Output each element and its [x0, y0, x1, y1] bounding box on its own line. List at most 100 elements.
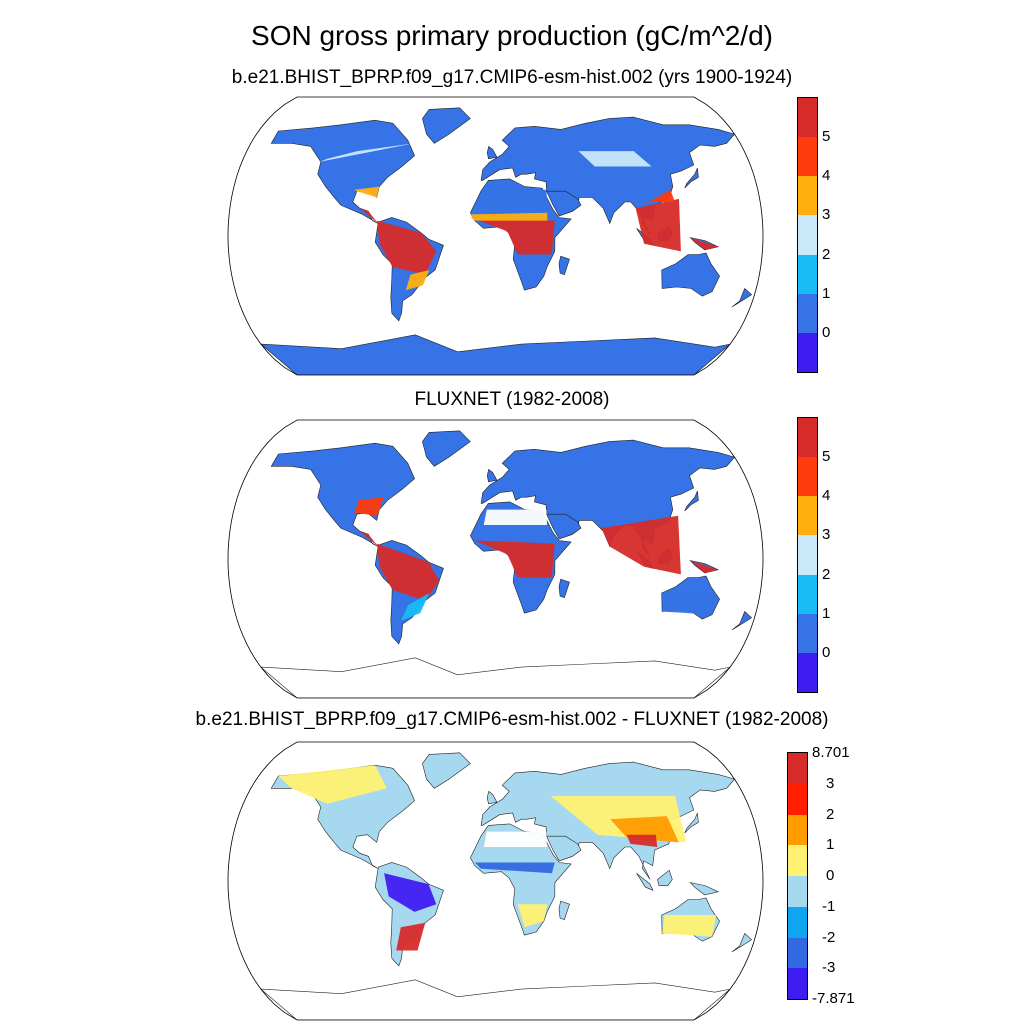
- colorbar-swatch: [798, 574, 817, 614]
- britain-landmass: [486, 145, 498, 160]
- colorbar-label: -2: [822, 928, 836, 946]
- colorbar-label: -3: [822, 959, 836, 977]
- value-region: [483, 509, 547, 525]
- panel-1-title: b.e21.BHIST_BPRP.f09_g17.CMIP6-esm-hist.…: [231, 67, 793, 88]
- colorbar-label: 5: [822, 448, 831, 466]
- colorbar-label: 8.701: [812, 744, 850, 761]
- colorbar-swatch: [798, 535, 817, 575]
- japan-landmass: [684, 167, 699, 189]
- colorbar-label: 0: [826, 867, 835, 884]
- value-region: [384, 873, 437, 912]
- madagascar-landmass: [558, 900, 570, 920]
- madagascar-landmass: [558, 255, 570, 275]
- colorbar-label: 2: [822, 565, 831, 583]
- arabia-landmass: [546, 835, 582, 862]
- colorbar-label: 0: [822, 323, 831, 341]
- japan-landmass: [684, 812, 699, 834]
- value-region: [642, 189, 675, 206]
- map-land-layer: [260, 752, 753, 1020]
- colorbar-cells: [797, 417, 818, 693]
- value-region: [470, 212, 548, 221]
- model-gpp-map: [227, 96, 764, 376]
- difference-gpp-map: [227, 741, 764, 1021]
- colorbar-swatch: [788, 753, 807, 784]
- value-region: [517, 904, 548, 928]
- antarctica-landmass: [260, 334, 732, 375]
- colorbar-label: -1: [822, 897, 836, 915]
- colorbar-swatch: [798, 652, 817, 692]
- colorbar-swatch: [798, 496, 817, 536]
- britain-landmass: [486, 468, 498, 483]
- value-region: [354, 497, 384, 516]
- britain-landmass: [486, 790, 498, 805]
- north-america-landmass: [270, 442, 415, 547]
- value-region: [405, 270, 430, 291]
- colorbar-swatch: [798, 254, 817, 294]
- value-region: [376, 220, 437, 275]
- panel-3-title: b.e21.BHIST_BPRP.f09_g17.CMIP6-esm-hist.…: [195, 709, 829, 730]
- antarctica-landmass: [260, 657, 732, 698]
- colorbar-swatch: [788, 783, 807, 815]
- value-region: [354, 186, 380, 198]
- colorbar-swatch: [788, 968, 807, 999]
- colorbar-label: -7.871: [812, 990, 855, 1007]
- colorbar-swatch: [798, 215, 817, 255]
- colorbar-cells: [787, 752, 808, 1000]
- sumatra-landmass: [636, 873, 654, 891]
- japan-landmass: [684, 490, 699, 512]
- value-region: [470, 217, 555, 255]
- north-america-landmass: [270, 764, 415, 869]
- value-region: [396, 922, 426, 951]
- borneo-landmass: [657, 869, 673, 886]
- colorbar-swatch: [788, 906, 807, 938]
- value-region: [626, 834, 658, 847]
- colorbar-swatch: [788, 814, 807, 846]
- value-region: [635, 198, 681, 252]
- colorbar-label: 3: [826, 774, 835, 792]
- map-land-layer: [260, 107, 753, 375]
- colorbar-label: 2: [826, 805, 835, 823]
- colorbar-label: 3: [822, 206, 831, 224]
- colorbar-label: 1: [826, 836, 835, 854]
- panel-2-title: FLUXNET (1982-2008): [414, 389, 610, 410]
- colorbar-label: 0: [822, 643, 831, 661]
- value-region: [376, 543, 440, 601]
- colorbar-swatch: [798, 137, 817, 177]
- colorbar-swatch: [788, 845, 807, 876]
- arabia-landmass: [546, 190, 582, 217]
- colorbar-swatch: [798, 98, 817, 138]
- map-land-layer: [260, 430, 753, 698]
- colorbar-label: 3: [822, 526, 831, 544]
- value-region: [690, 237, 719, 250]
- figure-title: SON gross primary production (gC/m^2/d): [251, 20, 773, 51]
- colorbar-swatch: [798, 457, 817, 497]
- colorbar-swatch: [788, 937, 807, 969]
- value-region: [474, 540, 555, 578]
- colorbar-swatch: [798, 418, 817, 458]
- antarctica-landmass: [260, 979, 732, 1020]
- new-zealand-landmass: [731, 287, 753, 308]
- colorbar-label: 4: [822, 487, 831, 505]
- colorbar-cells: [797, 97, 818, 373]
- value-region: [483, 831, 547, 847]
- colorbar-label: 1: [822, 284, 831, 302]
- new-zealand-landmass: [731, 932, 753, 953]
- colorbar-label: 2: [822, 245, 831, 263]
- value-region: [480, 189, 548, 206]
- north-america-landmass: [270, 119, 415, 224]
- value-region: [400, 593, 430, 621]
- colorbar-swatch: [798, 293, 817, 333]
- madagascar-landmass: [558, 578, 570, 598]
- value-region: [662, 593, 717, 615]
- arabia-landmass: [546, 513, 582, 540]
- value-region: [474, 862, 555, 874]
- australia-landmass: [661, 252, 720, 297]
- map-outline: [227, 96, 764, 376]
- map-outline: [227, 741, 764, 1021]
- value-region: [601, 515, 681, 575]
- greenland-landmass: [422, 107, 471, 144]
- greenland-landmass: [422, 752, 471, 789]
- colorbar-swatch: [798, 176, 817, 216]
- colorbar-swatch: [798, 332, 817, 372]
- map-outline: [227, 419, 764, 699]
